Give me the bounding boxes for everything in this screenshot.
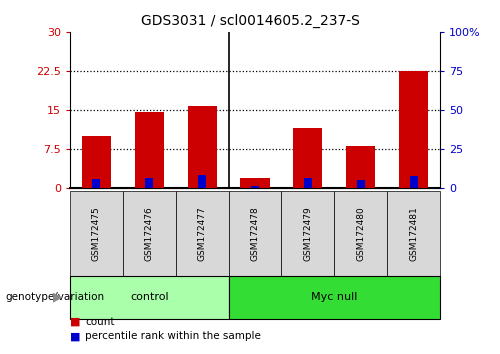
Text: count: count: [85, 317, 114, 327]
Bar: [251, 186, 259, 188]
Bar: [410, 176, 418, 188]
Text: ■: ■: [70, 317, 80, 327]
Text: genotype/variation: genotype/variation: [5, 292, 104, 302]
Text: GSM172477: GSM172477: [198, 206, 206, 261]
Bar: [357, 180, 364, 188]
Bar: [135, 112, 164, 188]
Bar: [146, 178, 153, 188]
Text: GSM172476: GSM172476: [145, 206, 154, 261]
Text: GSM172478: GSM172478: [250, 206, 260, 261]
Bar: [304, 178, 312, 188]
Text: GSM172481: GSM172481: [409, 206, 418, 261]
Bar: [92, 179, 100, 188]
Bar: [346, 146, 375, 188]
Text: GSM172480: GSM172480: [356, 206, 365, 261]
Text: GSM172479: GSM172479: [304, 206, 312, 261]
Text: GSM172475: GSM172475: [92, 206, 101, 261]
Bar: [294, 128, 322, 188]
Bar: [399, 71, 428, 188]
Text: control: control: [130, 292, 168, 302]
Text: ■: ■: [70, 331, 80, 341]
Text: ▶: ▶: [53, 291, 62, 304]
Bar: [198, 175, 206, 188]
Text: GDS3031 / scl0014605.2_237-S: GDS3031 / scl0014605.2_237-S: [140, 14, 360, 28]
Text: Myc null: Myc null: [311, 292, 358, 302]
Bar: [240, 178, 270, 188]
Text: percentile rank within the sample: percentile rank within the sample: [85, 331, 261, 341]
Bar: [82, 136, 111, 188]
Bar: [188, 105, 216, 188]
